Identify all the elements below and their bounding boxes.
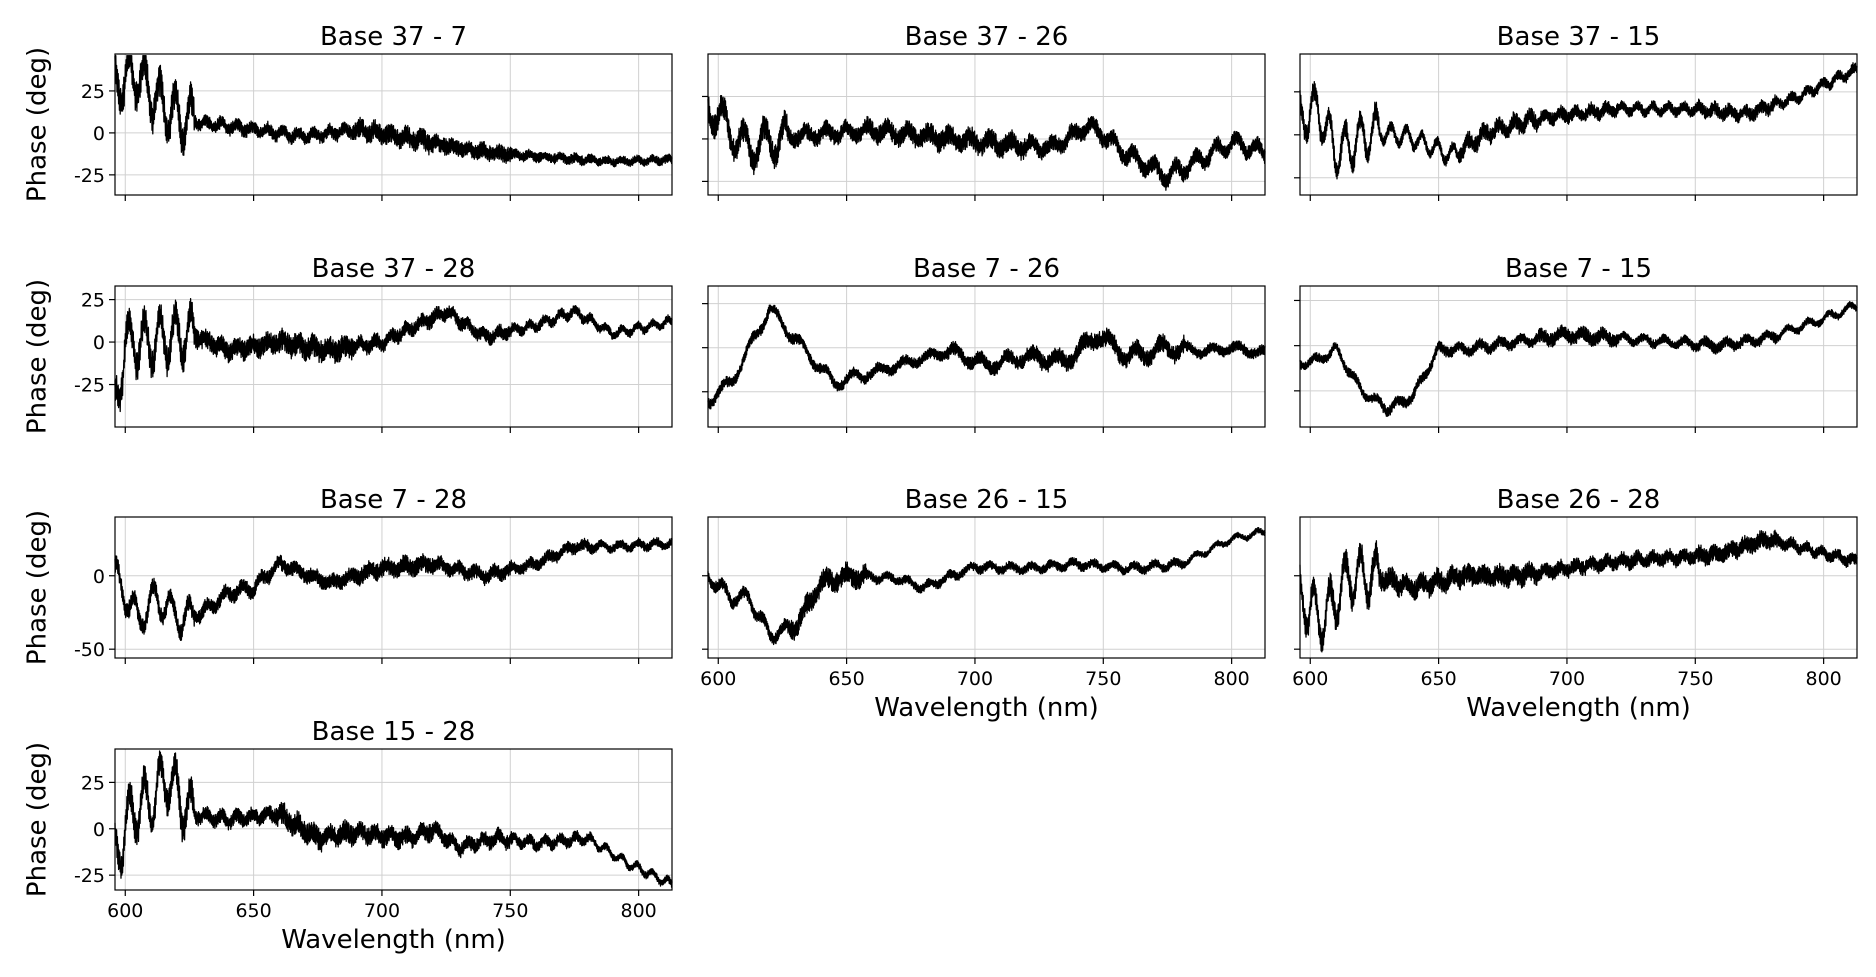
x-tick-label: 600 [1292, 668, 1328, 690]
panel-title: Base 37 - 15 [1497, 22, 1661, 52]
x-tick-label: 800 [620, 900, 656, 922]
axes-frame [114, 516, 673, 659]
phase-trace [1299, 62, 1858, 180]
y-tick-label: 25 [81, 290, 105, 312]
x-axis-label: Wavelength (nm) [874, 693, 1099, 723]
y-tick-label: 0 [93, 819, 105, 841]
y-tick-label: 0 [93, 332, 105, 354]
panel: Base 7 - 26 [702, 254, 1266, 433]
x-tick-label: 600 [107, 900, 143, 922]
x-tick-label: 650 [1420, 668, 1456, 690]
y-tick-label: -25 [74, 375, 105, 397]
phase-trace [707, 94, 1266, 191]
y-tick-label: -50 [74, 639, 105, 661]
phase-trace [114, 536, 673, 642]
x-tick-label: 800 [1805, 668, 1841, 690]
panel-title: Base 7 - 15 [1505, 254, 1652, 284]
panel: -25 0 25 Base 37 - 28 Phase (deg) [23, 254, 673, 434]
y-tick-label: 0 [93, 123, 105, 145]
y-axis-label: Phase (deg) [23, 279, 53, 434]
phase-trace [1299, 300, 1858, 417]
phase-trace [114, 750, 673, 888]
axes-frame [707, 516, 1266, 659]
axes-frame [114, 53, 673, 196]
axes-frame [1299, 53, 1858, 196]
axes-frame [114, 285, 673, 428]
panel: -25 0 25 Base 37 - 7 Phase (deg) [23, 22, 673, 202]
axes-frame [1299, 516, 1858, 659]
x-axis-label: Wavelength (nm) [1466, 693, 1691, 723]
panel-title: Base 37 - 7 [320, 22, 467, 52]
panel: Base 7 - 15 [1294, 254, 1858, 433]
panel-title: Base 26 - 28 [1497, 485, 1661, 515]
x-tick-label: 700 [957, 668, 993, 690]
axes-frame [707, 53, 1266, 196]
panel-title: Base 37 - 26 [905, 22, 1069, 52]
phase-trace [1299, 529, 1858, 653]
x-tick-label: 750 [1085, 668, 1121, 690]
y-tick-label: 25 [81, 772, 105, 794]
x-axis-label: Wavelength (nm) [281, 925, 506, 955]
x-tick-label: 750 [492, 900, 528, 922]
y-tick-label: 0 [93, 566, 105, 588]
panel: -50 0 Base 7 - 28 Phase (deg) [23, 485, 673, 665]
panel-title: Base 15 - 28 [312, 717, 476, 747]
panel: 600 650 700 750 800 Base 26 - 15 Wavelength (n… [700, 485, 1266, 723]
panel: Base 37 - 26 [702, 22, 1266, 201]
panel-title: Base 7 - 28 [320, 485, 467, 515]
panel-title: Base 7 - 26 [913, 254, 1060, 284]
x-tick-label: 600 [700, 668, 736, 690]
panel-title: Base 26 - 15 [905, 485, 1069, 515]
x-tick-label: 650 [828, 668, 864, 690]
y-tick-label: -25 [74, 165, 105, 187]
axes-frame [707, 285, 1266, 428]
panel: 600 650 700 750 800 -25 0 25 Base 15 - 28 Wavelen… [23, 717, 673, 955]
phase-trace [114, 297, 673, 413]
x-tick-label: 750 [1677, 668, 1713, 690]
phase-trace [707, 304, 1266, 410]
panel: Base 37 - 15 [1294, 22, 1858, 201]
phase-trace [707, 527, 1266, 646]
axes-frame [114, 748, 673, 891]
y-axis-label: Phase (deg) [23, 510, 53, 665]
panel: 600 650 700 750 800 Base 26 - 28 Wavelength (n… [1292, 485, 1858, 723]
x-tick-label: 650 [235, 900, 271, 922]
x-tick-label: 800 [1213, 668, 1249, 690]
axes-frame [1299, 285, 1858, 428]
x-tick-label: 700 [1549, 668, 1585, 690]
y-axis-label: Phase (deg) [23, 742, 53, 897]
y-tick-label: 25 [81, 81, 105, 103]
panel-title: Base 37 - 28 [312, 254, 476, 284]
phase-trace [114, 55, 673, 168]
x-tick-label: 700 [364, 900, 400, 922]
y-axis-label: Phase (deg) [23, 47, 53, 202]
y-tick-label: -25 [74, 865, 105, 887]
